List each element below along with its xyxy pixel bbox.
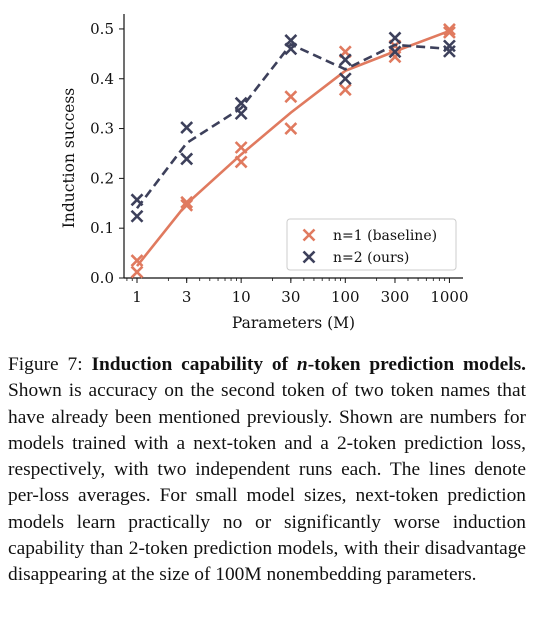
marker-stroke [234, 96, 248, 110]
series-2-run-2-point [338, 53, 352, 67]
series-2-run-2-point [284, 42, 298, 56]
caption-figure-label: Figure 7: [8, 354, 92, 375]
marker-stroke [302, 228, 316, 242]
series-2-run-1-point [234, 96, 248, 110]
marker-stroke [130, 209, 144, 223]
x-tick-label: 1000 [430, 288, 468, 306]
legend-marker-1 [302, 228, 316, 242]
marker-stroke [338, 72, 352, 86]
marker-stroke [180, 152, 194, 166]
series-2-run-2-point [130, 209, 144, 223]
marker-stroke [130, 193, 144, 207]
marker-stroke [443, 23, 456, 36]
series-2-run-2-point [388, 45, 402, 59]
y-tick-label: 0.5 [90, 20, 114, 38]
x-axis-label: Parameters (M) [232, 314, 355, 332]
marker-stroke [180, 121, 194, 134]
caption-body: Shown is accuracy on the second token of… [8, 380, 526, 586]
marker-stroke [284, 122, 298, 135]
marker-stroke [234, 155, 248, 169]
series-2 [130, 31, 456, 223]
marker-stroke [388, 50, 402, 64]
series-1-run-1-point [284, 90, 298, 104]
series-2-run-2-point [180, 152, 194, 166]
caption-title-part2: -token prediction models. [307, 354, 527, 375]
series-2-run-2-point [234, 107, 248, 121]
marker-stroke [443, 39, 456, 53]
marker-stroke [388, 31, 402, 45]
legend-marker-2 [302, 250, 316, 264]
series-1-run-1-point [234, 141, 248, 154]
marker-stroke [443, 44, 456, 58]
series-2-run-1-point [130, 193, 144, 207]
x-tick-label: 30 [281, 288, 300, 306]
caption-title: Induction capability of n-token predicti… [91, 354, 526, 375]
series-2-run-1-point [338, 72, 352, 86]
chart-legend: n=1 (baseline) n=2 (ours) [286, 218, 457, 271]
figure-7-chart: 0.0 0.1 0.2 0.3 0.4 0.5 1 3 10 30 100 300 1000 Parame… [60, 14, 469, 332]
marker-stroke [180, 198, 194, 212]
series-2-run-1-point [388, 31, 402, 45]
marks-layer [130, 23, 456, 279]
axes-layer: 0.0 0.1 0.2 0.3 0.4 0.5 1 3 10 30 100 300 1000 Parame… [60, 14, 469, 332]
legend-box [286, 218, 457, 271]
x-tick-label: 10 [232, 288, 251, 306]
series-1-run-2-point [338, 83, 352, 97]
x-tick-label: 1 [132, 288, 142, 306]
marker-stroke [443, 26, 456, 39]
series-2-average-line [135, 42, 450, 210]
y-tick-label: 0.1 [90, 219, 114, 237]
figure-caption: Figure 7: Induction capability of n-toke… [8, 352, 526, 589]
legend-label-2: n=2 (ours) [333, 250, 409, 266]
y-tick-label: 0.2 [90, 169, 114, 187]
marker-stroke [130, 254, 144, 267]
series-1-run-1-point [180, 195, 194, 209]
legend-label-1: n=1 (baseline) [333, 228, 437, 244]
x-tick-label: 300 [381, 288, 410, 306]
series-1-run-2-point [443, 26, 456, 39]
series-2-run-2-point [443, 44, 456, 58]
marker-stroke [302, 250, 316, 264]
caption-title-part1: Induction capability of [91, 354, 297, 375]
x-tick-label: 100 [331, 288, 360, 306]
marker-stroke [180, 195, 194, 209]
series-1-run-1-point [388, 50, 402, 64]
caption-title-math: n [296, 354, 308, 375]
series-1-run-2-point [180, 198, 194, 212]
y-tick-label: 0.4 [90, 70, 114, 88]
series-2-run-1-point [180, 121, 194, 134]
marker-stroke [338, 53, 352, 67]
series-1-run-2-point [284, 122, 298, 135]
x-tick-label: 3 [182, 288, 192, 306]
marker-stroke [284, 42, 298, 56]
marker-stroke [388, 45, 402, 59]
marker-stroke [284, 90, 298, 104]
y-tick-label: 0.0 [90, 269, 114, 287]
series-2-run-1-point [443, 39, 456, 53]
marker-stroke [130, 265, 144, 279]
series-1-run-1-point [130, 254, 144, 267]
series-1-run-1-point [443, 23, 456, 36]
marker-stroke [234, 107, 248, 121]
y-tick-label: 0.3 [90, 120, 114, 138]
y-axis-label: Induction success [60, 88, 78, 229]
marker-stroke [234, 141, 248, 154]
marker-stroke [338, 83, 352, 97]
series-1-run-2-point [234, 155, 248, 169]
series-1-run-2-point [130, 265, 144, 279]
